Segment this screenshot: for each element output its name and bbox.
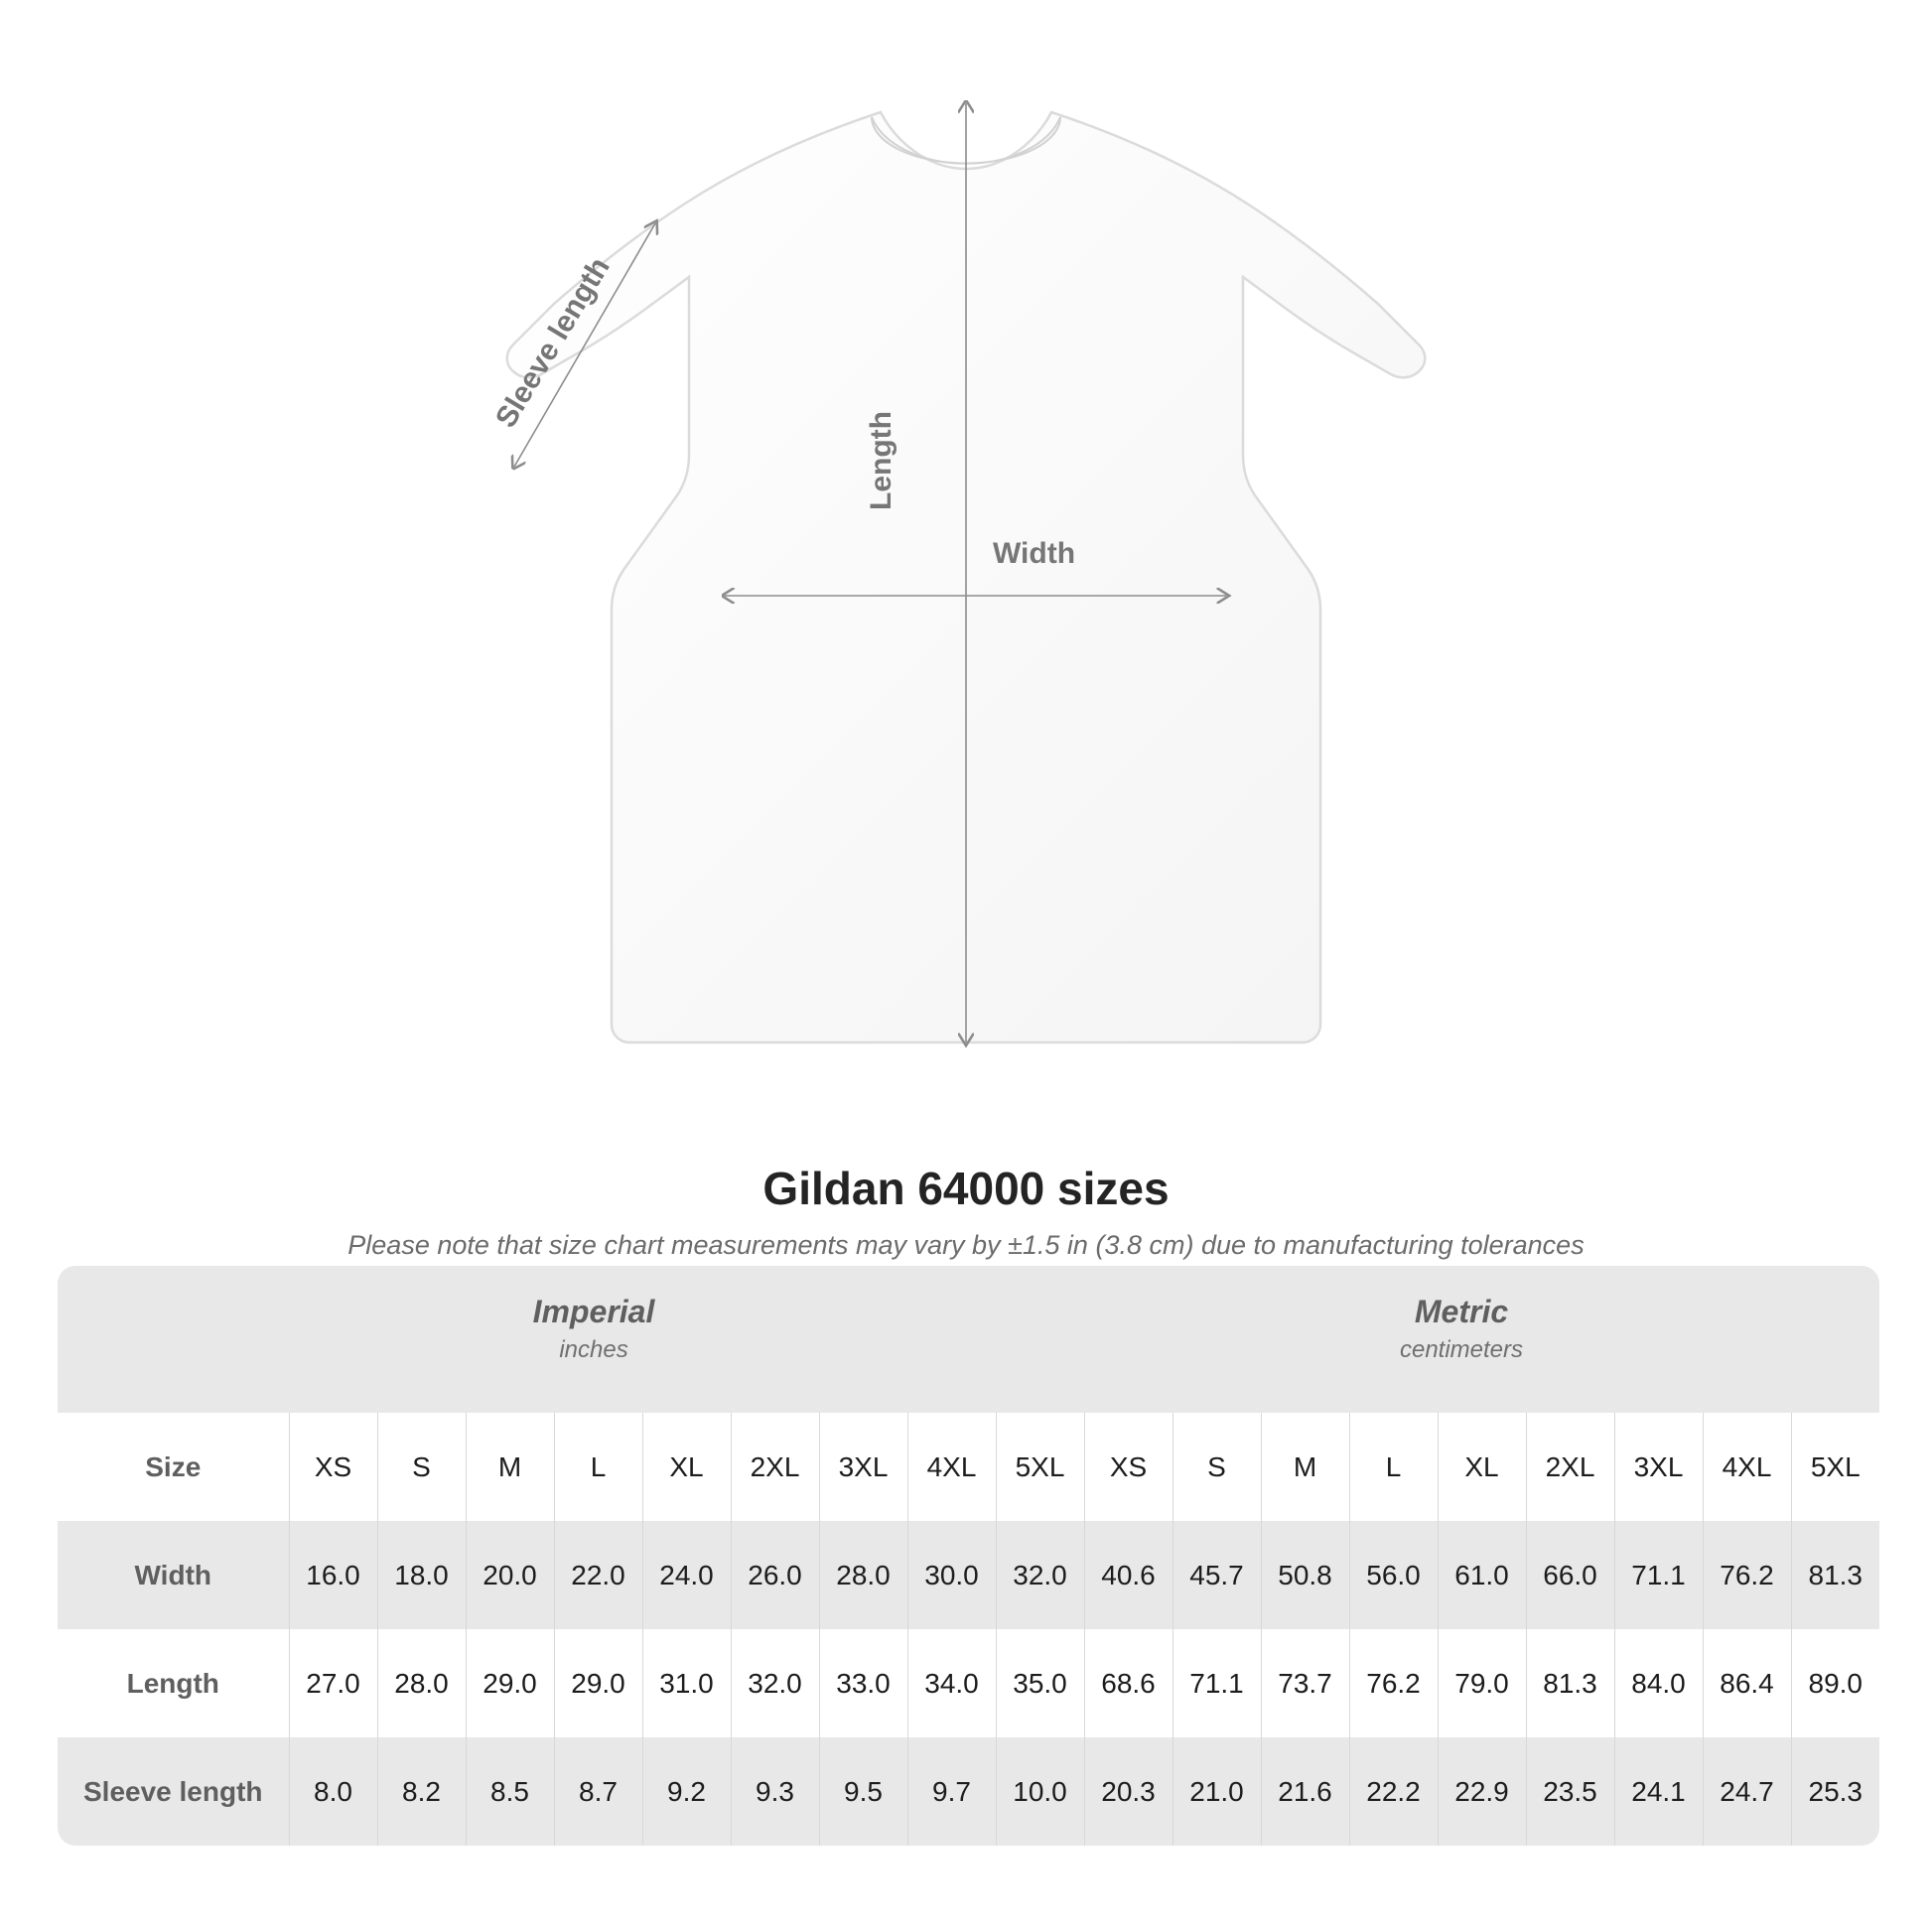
svg-text:Width: Width (993, 537, 1075, 570)
svg-text:Length: Length (865, 411, 897, 510)
